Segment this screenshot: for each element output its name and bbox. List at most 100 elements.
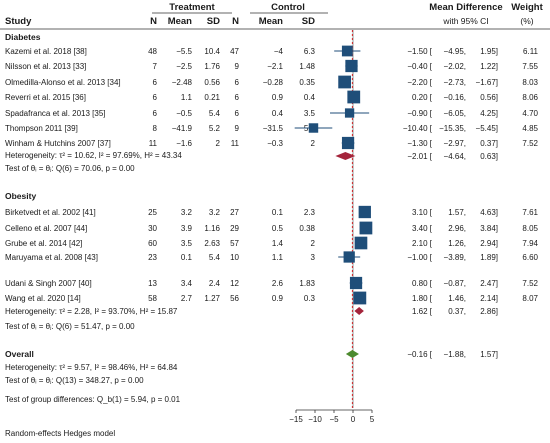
pooled-ci-upper: 0.63] [480, 152, 498, 161]
control-n: 57 [230, 239, 239, 248]
treatment-n: 60 [148, 239, 157, 248]
treatment-mean: 3.2 [181, 208, 193, 217]
x-tick-label: 0 [351, 415, 356, 424]
weight-value: 6.11 [523, 47, 539, 56]
treatment-mean: 3.5 [181, 239, 193, 248]
ci-lower: −15.35, [439, 124, 466, 133]
treatment-sd: 1.76 [204, 62, 220, 71]
x-tick-label: −15 [289, 415, 303, 424]
overall-title: Overall [5, 349, 34, 359]
ci-upper: 4.25] [480, 109, 498, 118]
group-differences-test: Test of group differences: Q_b(1) = 5.94… [5, 395, 181, 404]
control-sd: 0.4 [304, 93, 316, 102]
control-n: 27 [230, 208, 239, 217]
treatment-mean: 2.7 [181, 294, 193, 303]
control-sd: 2.3 [304, 208, 316, 217]
control-n: 10 [230, 253, 239, 262]
study-label: Celleno et al. 2007 [44] [5, 224, 87, 233]
control-mean: −2.1 [267, 62, 283, 71]
header-c-sd: SD [302, 16, 315, 27]
treatment-mean: 3.4 [181, 279, 193, 288]
mean-difference: 2.10 [ [412, 239, 433, 248]
study-marker [343, 251, 355, 263]
header-study: Study [5, 16, 32, 27]
control-sd: 0.38 [299, 224, 315, 233]
control-mean: 2.6 [272, 279, 284, 288]
ci-upper: 2.14] [480, 294, 498, 303]
control-n: 6 [235, 109, 240, 118]
treatment-sd: 2.63 [204, 239, 220, 248]
study-label: Thompson 2011 [39] [5, 124, 78, 133]
treatment-mean: −5.5 [176, 47, 192, 56]
overall-heterogeneity: Heterogeneity: τ² = 9.57, I² = 98.46%, H… [5, 363, 178, 372]
treatment-sd: 1.16 [204, 224, 220, 233]
study-marker [358, 205, 371, 219]
overall-ci-upper: 1.57] [480, 350, 498, 359]
study-label: Reverri et al. 2015 [36] [5, 93, 86, 102]
overall-diamond [345, 350, 359, 358]
overall-ci-lower: −1.88, [444, 350, 466, 359]
treatment-n: 58 [148, 294, 157, 303]
treatment-n: 8 [153, 124, 158, 133]
study-marker [359, 221, 373, 235]
study-label: Wang et al. 2020 [14] [5, 294, 81, 303]
study-label: Birketvedt et al. 2002 [41] [5, 208, 96, 217]
x-tick-label: −5 [329, 415, 339, 424]
control-n: 12 [230, 279, 239, 288]
control-n: 47 [230, 47, 239, 56]
header-weight: Weight [511, 2, 543, 13]
treatment-sd: 5.4 [209, 109, 221, 118]
group-heterogeneity: Heterogeneity: τ² = 10.62, I² = 97.69%, … [5, 151, 182, 160]
treatment-n: 25 [148, 208, 157, 217]
mean-difference: −10.40 [ [403, 124, 433, 133]
treatment-n: 11 [149, 139, 158, 148]
treatment-n: 6 [153, 109, 158, 118]
mean-difference: −1.00 [ [407, 253, 432, 262]
control-sd: 2 [311, 139, 316, 148]
treatment-sd: 3.2 [209, 208, 221, 217]
ci-lower: 2.96, [448, 224, 466, 233]
treatment-mean: −1.6 [176, 139, 192, 148]
header-c-n: N [232, 16, 239, 27]
header-t-sd: SD [207, 16, 220, 27]
treatment-sd: 2.4 [209, 279, 221, 288]
mean-difference: 0.80 [ [412, 279, 433, 288]
mean-difference: −1.30 [ [407, 139, 432, 148]
weight-value: 4.70 [522, 109, 538, 118]
x-tick-label: −10 [308, 415, 322, 424]
treatment-n: 6 [153, 78, 158, 87]
mean-difference: −2.20 [ [407, 78, 432, 87]
group-title: Diabetes [5, 32, 41, 42]
control-sd: 1.83 [299, 279, 315, 288]
header-t-n: N [150, 16, 157, 27]
ci-lower: −6.05, [444, 109, 466, 118]
header-treatment: Treatment [169, 2, 215, 13]
ci-lower: 1.46, [448, 294, 466, 303]
control-mean: 1.4 [272, 239, 284, 248]
control-n: 56 [230, 294, 239, 303]
ci-lower: −0.87, [444, 279, 466, 288]
mean-difference: −0.90 [ [407, 109, 432, 118]
mean-difference: 0.20 [ [412, 93, 433, 102]
treatment-sd: 10.4 [204, 47, 220, 56]
mean-difference: 3.40 [ [412, 224, 433, 233]
mean-difference: 3.10 [ [412, 208, 433, 217]
control-mean: 1.1 [272, 253, 284, 262]
pooled-md: 1.62 [ [412, 307, 433, 316]
ci-upper: 1.22] [480, 62, 498, 71]
study-label: Spadafranca et al. 2013 [35] [5, 109, 106, 118]
control-n: 6 [235, 93, 240, 102]
control-mean: −4 [274, 47, 284, 56]
weight-value: 7.52 [522, 279, 538, 288]
pooled-ci-upper: 2.86] [480, 307, 498, 316]
weight-value: 7.94 [522, 239, 538, 248]
study-label: Udani & Singh 2007 [40] [5, 279, 92, 288]
study-label: Olmedilla-Alonso et al. 2013 [34] [5, 78, 121, 87]
header-ci: with 95% CI [442, 16, 488, 26]
weight-value: 8.07 [522, 294, 538, 303]
study-label: Kazemi et al. 2018 [38] [5, 47, 87, 56]
ci-upper: 4.63] [480, 208, 498, 217]
weight-value: 8.05 [522, 224, 538, 233]
study-marker [308, 123, 319, 133]
mean-difference: 1.80 [ [412, 294, 433, 303]
